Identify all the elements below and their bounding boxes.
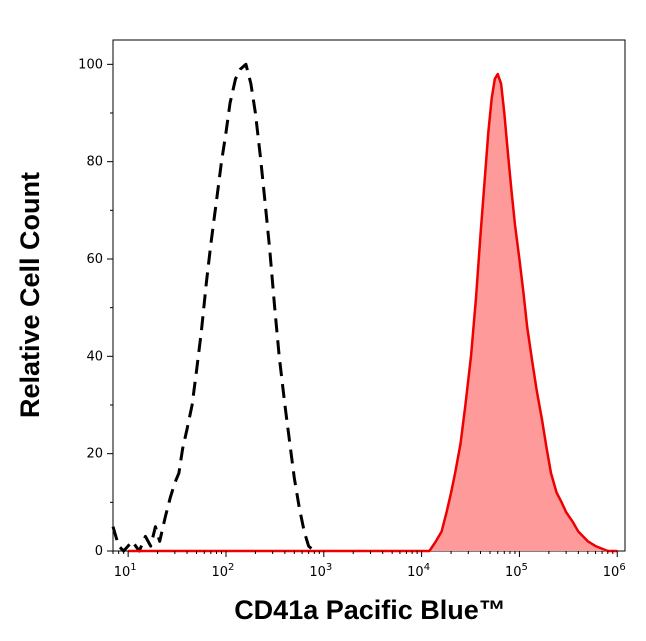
y-axis: 0 20 40 60 80 100: [78, 57, 113, 559]
y-tick-label: 60: [86, 252, 103, 267]
y-axis-title: Relative Cell Count: [15, 172, 45, 418]
y-tick-label: 40: [86, 349, 103, 364]
series-line-dashed: [111, 62, 316, 553]
y-tick-label: 80: [86, 155, 103, 170]
series-layer: [111, 62, 618, 553]
x-tick-label: 103: [309, 562, 332, 580]
y-tick-label: 20: [86, 447, 103, 462]
y-tick-label: 100: [78, 57, 103, 72]
x-axis: 101 102 103 104 105 106: [112, 551, 626, 580]
x-tick-label: 105: [505, 562, 528, 580]
x-tick-label: 106: [603, 562, 626, 580]
series-area: [128, 74, 618, 551]
x-tick-label: 104: [407, 562, 430, 580]
y-tick-label: 0: [95, 544, 103, 559]
x-tick-label: 102: [212, 562, 235, 580]
x-axis-title: CD41a Pacific Blue™: [234, 595, 506, 625]
series-line: [128, 72, 618, 553]
x-tick-label: 101: [114, 562, 137, 580]
